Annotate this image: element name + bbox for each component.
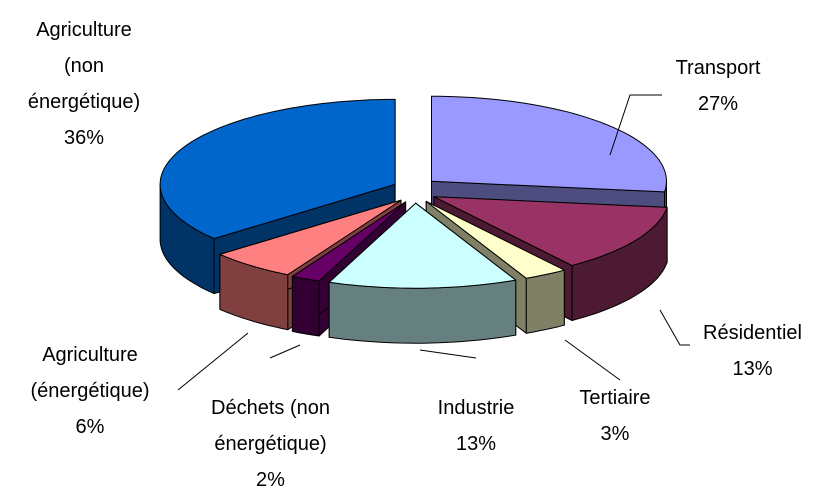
slice-label: Tertiaire 3% [560, 380, 670, 452]
value-label: 6% [75, 416, 105, 438]
slice-label: Industrie 13% [410, 390, 542, 462]
leader-lines [177, 94, 690, 391]
category-label: Transport [675, 57, 761, 79]
leader-line [609, 94, 662, 156]
value-label: 13% [455, 433, 497, 455]
slice-label: Déchets (non énergétique) 2% [178, 390, 363, 498]
slice-wall [328, 279, 517, 344]
slice-wall [291, 275, 320, 337]
value-label: 2% [256, 469, 285, 491]
category-label: Agriculture (énergétique) [30, 344, 150, 402]
category-label: Déchets (non énergétique) [211, 397, 330, 455]
value-label: 27% [697, 93, 739, 115]
category-label: Industrie [437, 397, 515, 419]
value-label: 36% [63, 127, 105, 149]
leader-line [177, 332, 249, 391]
value-label: 3% [600, 423, 630, 445]
category-label: Tertiaire [579, 387, 651, 409]
slice [328, 202, 517, 289]
slice-label: Agriculture (énergétique) 6% [10, 337, 170, 445]
slice-label: Transport 27% [650, 50, 786, 122]
value-label: 13% [732, 358, 773, 380]
leader-line [564, 339, 621, 381]
category-label: Agriculture (non énergétique) [27, 19, 141, 113]
slice [219, 199, 402, 276]
slice [431, 95, 667, 193]
leader-line [659, 309, 690, 346]
slice-label: Résidentiel 13% [680, 315, 825, 387]
slice [159, 98, 396, 240]
slice-label: Agriculture (non énergétique) 36% [20, 12, 148, 156]
slice [291, 201, 407, 282]
leader-line [269, 344, 301, 359]
category-label: Résidentiel [703, 322, 802, 344]
slice [425, 200, 565, 279]
slices [159, 95, 668, 344]
slice-wall [525, 269, 565, 334]
slice [433, 196, 668, 266]
leader-line [419, 349, 477, 359]
